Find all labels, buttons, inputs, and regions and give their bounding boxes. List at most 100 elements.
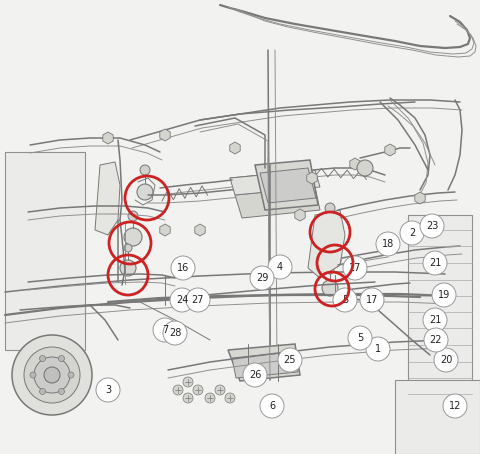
Circle shape xyxy=(325,203,335,213)
Text: 16: 16 xyxy=(177,263,189,273)
Circle shape xyxy=(357,160,373,176)
Circle shape xyxy=(39,355,46,361)
Circle shape xyxy=(215,385,225,395)
Circle shape xyxy=(120,260,136,276)
Circle shape xyxy=(30,372,36,378)
Text: 22: 22 xyxy=(430,335,442,345)
Circle shape xyxy=(432,283,456,307)
Text: 18: 18 xyxy=(382,239,394,249)
Text: 7: 7 xyxy=(162,325,168,335)
Polygon shape xyxy=(228,344,300,381)
Circle shape xyxy=(424,328,448,352)
Circle shape xyxy=(59,389,64,395)
Circle shape xyxy=(34,357,70,393)
Text: 20: 20 xyxy=(440,355,452,365)
Text: 21: 21 xyxy=(429,258,441,268)
Circle shape xyxy=(325,252,341,268)
Circle shape xyxy=(328,236,338,246)
Text: 6: 6 xyxy=(269,401,275,411)
Circle shape xyxy=(360,288,384,312)
Circle shape xyxy=(39,389,46,395)
Circle shape xyxy=(366,337,390,361)
Text: 24: 24 xyxy=(176,295,188,305)
Circle shape xyxy=(171,256,195,280)
Circle shape xyxy=(124,228,142,246)
Circle shape xyxy=(268,255,292,279)
Polygon shape xyxy=(350,158,360,170)
Circle shape xyxy=(137,184,153,200)
Circle shape xyxy=(24,347,80,403)
Text: 5: 5 xyxy=(357,333,363,343)
Circle shape xyxy=(420,214,444,238)
Text: 1: 1 xyxy=(375,344,381,354)
Polygon shape xyxy=(230,170,315,203)
Text: 3: 3 xyxy=(105,385,111,395)
Text: 4: 4 xyxy=(277,262,283,272)
Text: 21: 21 xyxy=(429,315,441,325)
Circle shape xyxy=(183,377,193,387)
Circle shape xyxy=(260,394,284,418)
Polygon shape xyxy=(308,210,345,278)
Circle shape xyxy=(333,288,357,312)
Text: 17: 17 xyxy=(366,295,378,305)
Polygon shape xyxy=(395,380,480,454)
Circle shape xyxy=(59,355,64,361)
Text: 17: 17 xyxy=(349,263,361,273)
Circle shape xyxy=(173,385,183,395)
Circle shape xyxy=(12,335,92,415)
Circle shape xyxy=(321,219,339,237)
Circle shape xyxy=(128,211,138,221)
Circle shape xyxy=(423,251,447,275)
Polygon shape xyxy=(103,132,113,144)
Polygon shape xyxy=(195,224,205,236)
Circle shape xyxy=(153,318,177,342)
Polygon shape xyxy=(385,144,395,156)
Circle shape xyxy=(423,308,447,332)
Polygon shape xyxy=(408,215,472,410)
Polygon shape xyxy=(230,170,320,195)
Polygon shape xyxy=(235,187,320,218)
Polygon shape xyxy=(95,162,120,235)
Text: 27: 27 xyxy=(192,295,204,305)
Circle shape xyxy=(322,280,338,296)
Circle shape xyxy=(163,321,187,345)
Polygon shape xyxy=(415,192,425,204)
Polygon shape xyxy=(307,172,317,184)
Circle shape xyxy=(243,363,267,387)
Circle shape xyxy=(326,266,334,274)
Text: 29: 29 xyxy=(256,273,268,283)
Circle shape xyxy=(434,348,458,372)
Text: 5: 5 xyxy=(342,295,348,305)
Polygon shape xyxy=(160,224,170,236)
Circle shape xyxy=(124,244,132,252)
Polygon shape xyxy=(232,352,298,378)
Polygon shape xyxy=(5,152,85,350)
Circle shape xyxy=(186,288,210,312)
Circle shape xyxy=(225,393,235,403)
Text: 23: 23 xyxy=(426,221,438,231)
Polygon shape xyxy=(255,160,318,210)
Circle shape xyxy=(183,393,193,403)
Polygon shape xyxy=(295,209,305,221)
Circle shape xyxy=(278,348,302,372)
Circle shape xyxy=(170,288,194,312)
Text: 19: 19 xyxy=(438,290,450,300)
Polygon shape xyxy=(260,168,316,203)
Text: 2: 2 xyxy=(409,228,415,238)
Text: 12: 12 xyxy=(449,401,461,411)
Circle shape xyxy=(205,393,215,403)
Circle shape xyxy=(193,385,203,395)
Text: 26: 26 xyxy=(249,370,261,380)
Polygon shape xyxy=(230,142,240,154)
Text: 28: 28 xyxy=(169,328,181,338)
Circle shape xyxy=(96,378,120,402)
Circle shape xyxy=(443,394,467,418)
Circle shape xyxy=(140,165,150,175)
Circle shape xyxy=(348,326,372,350)
Circle shape xyxy=(400,221,424,245)
Text: 25: 25 xyxy=(284,355,296,365)
Circle shape xyxy=(44,367,60,383)
Polygon shape xyxy=(160,129,170,141)
Circle shape xyxy=(250,266,274,290)
Circle shape xyxy=(376,232,400,256)
